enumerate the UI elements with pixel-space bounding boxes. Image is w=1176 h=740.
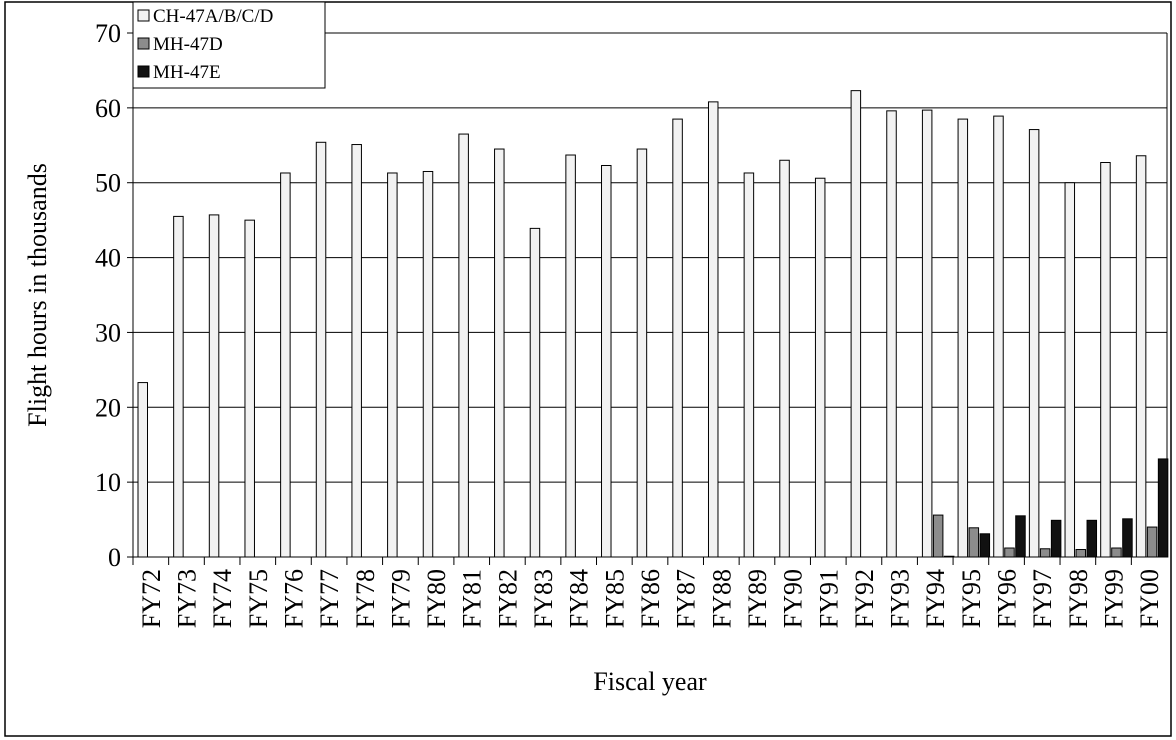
x-tick-label: FY81 [458,569,487,628]
bar [968,527,980,558]
x-tick-label: FY96 [993,569,1022,628]
x-tick-label: FY73 [172,569,201,628]
x-tick-label: FY90 [779,569,808,628]
x-tick-label: FY89 [743,569,772,628]
bar [850,90,862,558]
x-tick-label: FY98 [1064,569,1093,628]
bar [1122,518,1133,558]
bar [1004,547,1015,558]
legend-label: CH-47A/B/C/D [153,6,273,27]
bar [672,118,683,558]
y-tick-label: 20 [95,393,121,422]
bar [1075,549,1087,558]
legend-label: MH-47E [153,62,221,83]
x-tick-label: FY75 [244,569,273,628]
y-tick-label: 10 [95,468,121,497]
bar [814,177,826,558]
bar [1015,515,1026,558]
bar [208,214,220,558]
bar [1039,548,1051,558]
bar [957,118,969,558]
bar [921,109,933,558]
bar [993,115,1004,558]
x-tick-label: FY87 [672,569,701,628]
bar [1146,526,1158,558]
bar [779,159,790,558]
x-tick-label: FY78 [351,569,380,628]
x-tick-label: FY92 [850,569,879,628]
bar [886,110,897,558]
bar [458,133,469,558]
bar [979,533,991,558]
bar [422,170,434,558]
bar [351,144,362,558]
chart-border [4,1,1172,737]
y-tick-label: 30 [95,318,121,347]
x-tick-label: FY83 [529,569,558,628]
x-tick-label: FY85 [600,569,629,628]
bar [1100,162,1111,558]
legend-swatch [137,9,150,22]
x-tick-label: FY97 [1028,569,1057,628]
x-tick-label: FY93 [886,569,915,628]
legend-box [132,1,326,89]
bar [173,215,184,558]
bar [1086,519,1098,558]
x-tick-label: FY88 [707,569,736,628]
bar [636,148,648,558]
bar [1050,519,1062,558]
x-tick-label: FY99 [1100,569,1129,628]
x-tick-label: FY00 [1135,569,1164,628]
x-tick-label: FY72 [137,569,166,628]
bar [494,148,505,558]
y-tick-label: 70 [95,19,121,48]
bar [1028,129,1040,558]
bar [244,219,255,558]
x-tick-label: FY91 [814,569,843,628]
bar [1111,547,1122,558]
bar [387,172,398,558]
bar [743,172,755,558]
x-tick-label: FY84 [565,569,594,628]
bar [529,227,541,558]
y-tick-label: 50 [95,169,121,198]
x-tick-label: FY80 [422,569,451,628]
x-tick-label: FY94 [921,569,950,628]
legend-swatch [137,65,150,78]
bar [1064,182,1076,558]
x-tick-label: FY79 [386,569,415,628]
y-tick-label: 0 [108,543,121,572]
x-tick-label: FY76 [279,569,308,628]
x-axis-title: Fiscal year [593,667,707,696]
bar [1157,458,1169,558]
bar [315,141,327,558]
bar [565,154,576,558]
x-tick-label: FY77 [315,569,344,628]
y-tick-label: 40 [95,244,121,273]
x-tick-label: FY95 [957,569,986,628]
bar [707,101,719,558]
y-tick-label: 60 [95,94,121,123]
x-tick-label: FY74 [208,569,237,628]
bar [1135,155,1147,558]
y-axis-title: Flight hours in thousands [23,163,52,427]
bar [601,164,612,558]
legend-swatch [137,37,150,50]
bar [932,514,944,558]
bar [280,172,291,558]
x-tick-label: FY86 [636,569,665,628]
x-tick-label: FY82 [493,569,522,628]
legend-label: MH-47D [153,34,223,55]
bar [137,382,148,558]
